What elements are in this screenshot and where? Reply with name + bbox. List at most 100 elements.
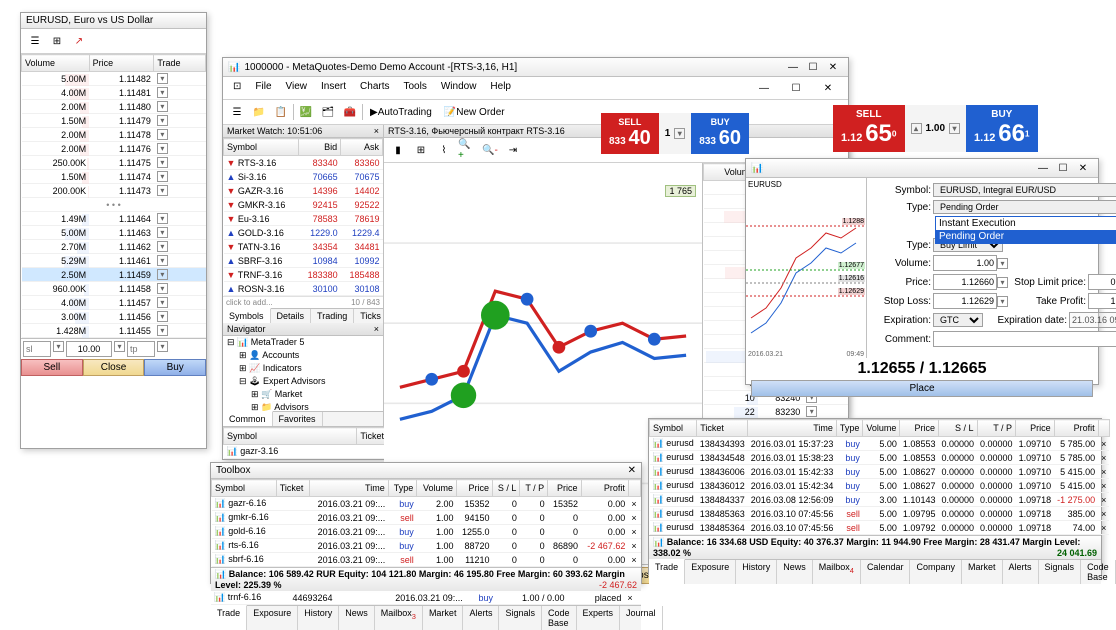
ord-symbol[interactable]: EURUSD, Integral EUR/USD	[933, 183, 1116, 197]
min-icon[interactable]: —	[783, 60, 803, 74]
tbx1-tab-market[interactable]: Market	[423, 606, 464, 630]
tbx2-tab-trade[interactable]: Trade	[649, 559, 685, 584]
ct-bar-icon[interactable]: ▮	[388, 140, 408, 160]
dom-row[interactable]: 4.00M1.11481▾	[22, 86, 206, 100]
mw-row[interactable]: ▲ ROSN-3.163010030108	[224, 282, 383, 296]
dom-row[interactable]: 2.00M1.11476▾	[22, 142, 206, 156]
mw-tab-det[interactable]: Details	[271, 309, 312, 323]
tbx1-tab-mailbox[interactable]: Mailbox3	[375, 606, 423, 630]
ord-min-icon[interactable]: —	[1033, 161, 1053, 175]
tbx2-tab-calendar[interactable]: Calendar	[861, 560, 911, 584]
q1-sell[interactable]: SELL 833 40	[601, 113, 659, 154]
ct-line-icon[interactable]: ⌇	[434, 140, 454, 160]
ord-slp[interactable]	[1088, 274, 1116, 290]
tbx1-tab-code base[interactable]: Code Base	[542, 606, 577, 630]
chart-dom-row[interactable]: 2283230▾	[704, 405, 848, 419]
tbx-row[interactable]: 📊 gazr-6.162016.03.21 09:...buy2.0015352…	[212, 497, 641, 511]
tbx-row[interactable]: 📊 gold-6.162016.03.21 09:...buy1.001255.…	[212, 525, 641, 539]
mdi-min-icon[interactable]: —	[748, 79, 780, 97]
mdi-max-icon[interactable]: ☐	[780, 79, 812, 97]
dom-row[interactable]: 4.00M1.11457▾	[22, 296, 206, 310]
nav-ea[interactable]: ⊟ 🕹 Expert Advisors	[223, 375, 383, 388]
tbx2-row[interactable]: 📊 eurusd1384360122016.03.01 15:42:34buy5…	[650, 479, 1110, 493]
dom-tb3[interactable]: ↗	[69, 31, 89, 51]
mw-row[interactable]: ▼ RTS-3.168334083360	[224, 156, 383, 170]
mw-add[interactable]: click to add...	[226, 298, 273, 307]
ord-tp[interactable]	[1088, 293, 1116, 309]
q2-buy[interactable]: BUY 1.12 661	[966, 105, 1038, 152]
mw-row[interactable]: ▲ Si-3.167066570675	[224, 170, 383, 184]
tb-neworder[interactable]: 📝 New Order	[439, 102, 510, 122]
tbx2-tab-signals[interactable]: Signals	[1039, 560, 1082, 584]
tbx2-row[interactable]: 📊 eurusd1384843372016.03.08 12:56:09buy3…	[650, 493, 1110, 507]
mw-x-icon[interactable]: ×	[374, 126, 379, 136]
nav-ea-mkt[interactable]: ⊞ 🛒 Market	[223, 388, 383, 401]
tbx1-tab-exposure[interactable]: Exposure	[247, 606, 298, 630]
tb-open[interactable]: 📁	[249, 102, 269, 122]
dom-row[interactable]: • • •	[22, 198, 206, 212]
mi-window[interactable]: Window	[435, 79, 483, 97]
dd-opt-pend[interactable]: Pending Order	[936, 230, 1116, 243]
nav-tab-fav[interactable]: Favorites	[273, 412, 323, 426]
tbx2-tab-alerts[interactable]: Alerts	[1003, 560, 1039, 584]
mw-row[interactable]: ▼ TATN-3.163435434481	[224, 240, 383, 254]
ct-scroll-icon[interactable]: ⇥	[503, 140, 523, 160]
tbx-row[interactable]: 📊 rts-6.162016.03.21 09:...buy1.00887200…	[212, 539, 641, 553]
mi-insert[interactable]: Insert	[315, 79, 352, 97]
mw-col-ask[interactable]: Ask	[341, 139, 383, 156]
mi-view[interactable]: View	[280, 79, 314, 97]
dd-opt-inst[interactable]: Instant Execution	[936, 217, 1116, 230]
ord-max-icon[interactable]: ☐	[1053, 161, 1073, 175]
tb-nav[interactable]: 🗂	[318, 102, 338, 122]
tbx1-tab-journal[interactable]: Journal	[620, 606, 663, 630]
tb-prof[interactable]: 📋	[271, 102, 291, 122]
dom-row[interactable]: 5.00M1.11463▾	[22, 226, 206, 240]
tbx1-tab-signals[interactable]: Signals	[499, 606, 542, 630]
tb-tbx[interactable]: 🧰	[340, 102, 360, 122]
nav-acc[interactable]: ⊞ 👤 Accounts	[223, 349, 383, 362]
mdi-close-icon[interactable]: ✕	[812, 79, 844, 97]
ct-zoomout-icon[interactable]: 🔍-	[480, 140, 500, 160]
nav-ea-adv[interactable]: ⊞ 📁 Advisors	[223, 401, 383, 411]
mw-row[interactable]: ▲ SBRF-3.161098410992	[224, 254, 383, 268]
ord-exp[interactable]: GTC	[933, 313, 983, 327]
tbx2-tab-code base[interactable]: Code Base	[1081, 560, 1116, 584]
sl-step-icon[interactable]: ▾	[53, 341, 64, 352]
ord-sl[interactable]	[933, 293, 997, 309]
ord-type[interactable]: Pending Order	[933, 200, 1116, 214]
ct-zoomin-icon[interactable]: 🔍+	[457, 140, 477, 160]
dom-sell-btn[interactable]: Sell	[21, 359, 83, 376]
tbx2-tab-exposure[interactable]: Exposure	[685, 560, 736, 584]
dom-row[interactable]: 960.00K1.11458▾	[22, 282, 206, 296]
mw-row[interactable]: ▼ GMKR-3.169241592522	[224, 198, 383, 212]
mw-tab-sym[interactable]: Symbols	[223, 308, 271, 323]
tbx2-row[interactable]: 📊 eurusd1384853642016.03.10 07:45:56sell…	[650, 521, 1110, 535]
mi-file[interactable]: File	[249, 79, 277, 97]
max-icon[interactable]: ☐	[803, 60, 823, 74]
mw-row[interactable]: ▲ GOLD-3.161229.01229.4	[224, 226, 383, 240]
tbx2-tab-market[interactable]: Market	[962, 560, 1003, 584]
dom-row[interactable]: 1.50M1.11474▾	[22, 170, 206, 184]
dom-close-btn[interactable]: Close	[83, 359, 145, 376]
tb-mw[interactable]: 💹	[296, 102, 316, 122]
tbx2-tab-mailbox[interactable]: Mailbox4	[813, 560, 861, 584]
q1-buy[interactable]: BUY 833 60	[691, 113, 749, 154]
mw-row[interactable]: ▼ Eu-3.167858378619	[224, 212, 383, 226]
tbx1-tab-trade[interactable]: Trade	[211, 605, 247, 630]
dom-row[interactable]: 1.50M1.11479▾	[22, 114, 206, 128]
ord-cmt[interactable]	[933, 331, 1116, 347]
nav-tab-com[interactable]: Common	[223, 411, 273, 426]
ord-close-icon[interactable]: ✕	[1073, 161, 1093, 175]
tbx1-close-icon[interactable]: ✕	[628, 465, 636, 476]
tbx1-tab-history[interactable]: History	[298, 606, 339, 630]
dom-tp[interactable]	[127, 341, 155, 357]
tb-autotrading[interactable]: ▶ AutoTrading	[365, 102, 437, 122]
dom-row[interactable]: 1.49M1.11464▾	[22, 212, 206, 226]
tbx1-tab-alerts[interactable]: Alerts	[463, 606, 499, 630]
tbx1-tab-experts[interactable]: Experts	[577, 606, 621, 630]
dom-row[interactable]: 5.29M1.11461▾	[22, 254, 206, 268]
dom-row[interactable]: 1.428M1.11455▾	[22, 324, 206, 338]
dom-vol[interactable]	[66, 341, 112, 357]
mw-tab-trd[interactable]: Trading	[311, 309, 354, 323]
tbx2-row[interactable]: 📊 eurusd1384360062016.03.01 15:42:33buy5…	[650, 465, 1110, 479]
